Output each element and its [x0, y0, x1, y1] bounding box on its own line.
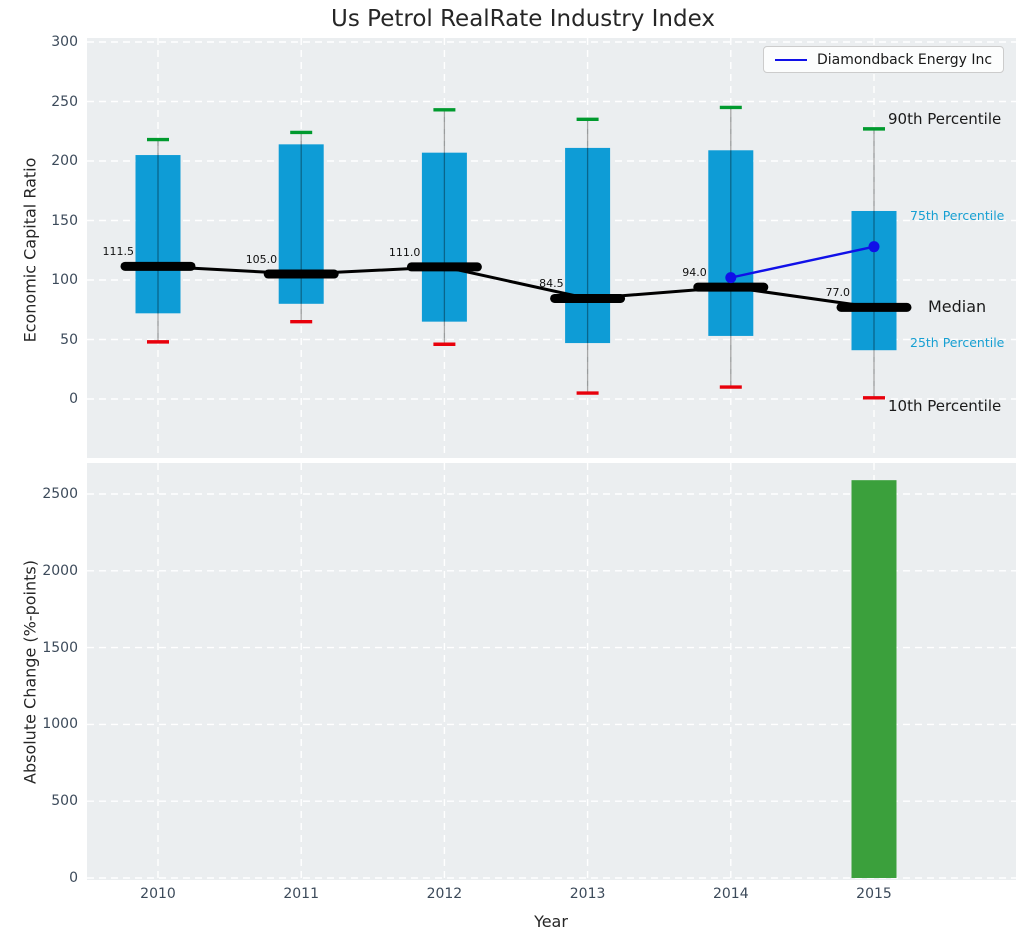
- annotation-90th-percentile: 90th Percentile: [888, 109, 1002, 128]
- top-y-tick-label: 150: [51, 212, 78, 229]
- top-y-tick-label: 50: [60, 331, 78, 348]
- bottom-y-tick-label: 0: [69, 870, 78, 886]
- x-tick-label: 2011: [283, 886, 319, 902]
- top-y-tick-label: 250: [51, 93, 78, 110]
- median-value-label: 105.0: [245, 253, 278, 267]
- x-tick-label: 2015: [856, 886, 892, 902]
- top-y-tick-label: 200: [51, 153, 78, 169]
- median-value-label: 84.5: [539, 277, 564, 291]
- company-point: [868, 241, 880, 253]
- bottom-y-tick-label: 1500: [42, 639, 78, 656]
- legend-line-swatch: [775, 58, 807, 61]
- top-y-tick-label: 300: [51, 34, 78, 50]
- top-y-tick-label: 0: [69, 391, 78, 407]
- x-tick-label: 2014: [712, 886, 749, 902]
- x-axis-label: Year: [534, 912, 568, 931]
- top-y-tick-label: 100: [51, 272, 78, 288]
- median-value-label: 111.0: [388, 245, 421, 259]
- top-y-axis-label: Economic Capital Ratio: [20, 157, 40, 343]
- bottom-y-tick-label: 1000: [42, 716, 78, 733]
- median-value-label: 77.0: [825, 286, 851, 300]
- percentile-box: [135, 155, 181, 314]
- x-tick-label: 2010: [140, 886, 176, 902]
- chart-title: Us Petrol RealRate Industry Index: [331, 6, 715, 32]
- annotation-75th-percentile: 75th Percentile: [910, 207, 1005, 223]
- legend-label: Diamondback Energy Inc: [817, 51, 993, 68]
- bottom-y-tick-label: 500: [51, 793, 78, 810]
- company-point: [725, 272, 737, 284]
- change-bar: [851, 480, 897, 878]
- annotation-25th-percentile: 25th Percentile: [910, 335, 1005, 351]
- x-tick-label: 2012: [426, 886, 463, 902]
- annotation-10th-percentile: 10th Percentile: [888, 396, 1002, 415]
- percentile-box: [851, 210, 897, 351]
- percentile-box: [421, 152, 467, 322]
- company-line: [730, 245, 875, 279]
- bottom-y-axis-label: Absolute Change (%-points): [20, 560, 40, 784]
- annotation-median: Median: [928, 297, 987, 317]
- bottom-y-tick-label: 2500: [42, 486, 78, 502]
- x-tick-label: 2013: [569, 886, 606, 902]
- percentile-box: [708, 150, 754, 336]
- median-value-label: 94.0: [682, 266, 707, 280]
- median-value-label: 111.5: [102, 245, 135, 259]
- percentile-box: [565, 147, 611, 344]
- bottom-y-tick-label: 2000: [42, 562, 78, 579]
- legend: Diamondback Energy Inc: [763, 46, 1005, 73]
